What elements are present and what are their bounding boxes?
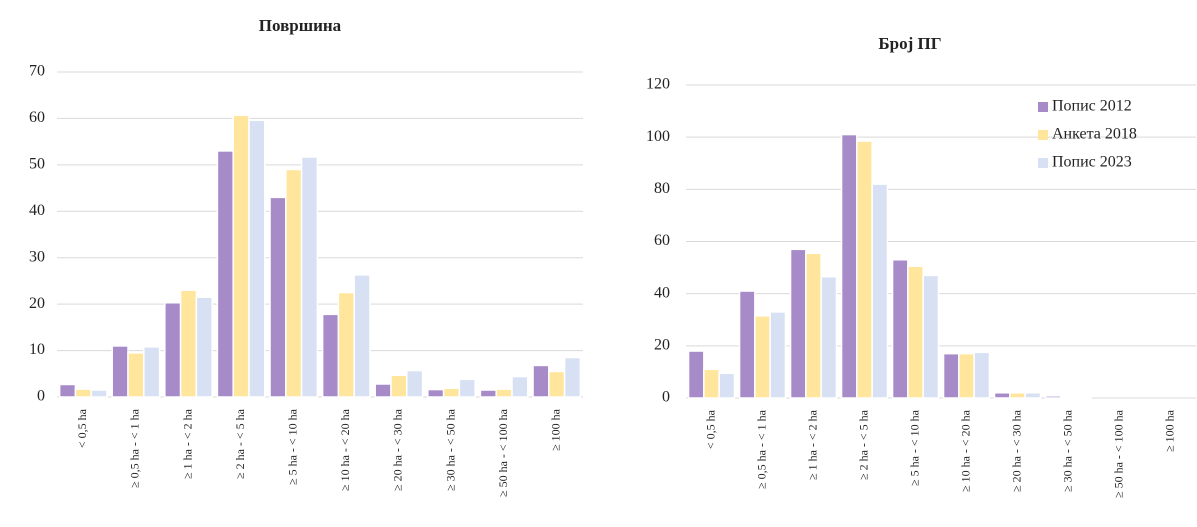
x-tick-label: ≥ 100 ha [548,408,562,451]
bar [442,387,461,398]
x-tick-label: ≥ 1 ha - < 2 ha [805,409,819,480]
y-tick-label: 20 [29,295,45,312]
y-tick-label: 40 [654,284,670,301]
x-tick-label: ≥ 2 ha - < 5 ha [856,409,870,480]
bar [891,259,909,399]
y-tick-label: 60 [654,232,670,249]
chart-title: Површина [259,16,342,35]
bar [90,389,108,398]
bar [479,389,497,398]
bar [958,352,975,399]
x-tick-label: ≥ 30 ha - < 50 ha [1060,409,1074,492]
y-tick-label: 10 [29,341,45,358]
bar [216,150,234,398]
bar [1009,392,1026,399]
bar [1024,392,1042,399]
y-tick-label: 60 [29,109,45,126]
bar [353,274,371,398]
y-tick-label: 80 [654,180,670,197]
x-tick-label: ≥ 50 ha - < 100 ha [1111,409,1125,498]
y-tick-label: 40 [29,202,45,219]
x-tick-label: ≥ 30 ha - < 50 ha [443,408,457,491]
x-tick-label: ≥ 20 ha - < 30 ha [391,408,405,491]
bar [922,274,940,399]
y-tick-label: 100 [646,128,670,145]
bar [907,265,924,399]
bar [179,289,198,398]
bar [754,315,771,399]
y-tick-label: 0 [662,389,670,406]
x-tick-label: ≥ 0,5 ha - < 1 ha [754,409,768,489]
x-tick-label: ≥ 5 ha - < 10 ha [907,409,921,486]
bar [805,252,822,399]
bar [321,313,340,398]
bar [232,114,250,398]
legend-label: Попис 2023 [1052,154,1132,171]
bar [406,369,424,398]
y-tick-label: 50 [29,156,45,173]
y-tick-label: 20 [654,337,670,354]
y-tick-label: 30 [29,248,45,265]
y-tick-label: 120 [646,76,670,93]
legend-swatch [1038,102,1048,112]
bar [1044,395,1062,399]
bar [703,368,720,399]
bar [840,133,858,399]
bar [973,351,991,399]
bar [789,248,807,399]
bar [248,119,266,398]
chart-title: Број ПГ [878,34,941,53]
legend-swatch [1038,158,1048,168]
bar [1075,395,1093,399]
bar [127,352,145,398]
bar [563,356,582,398]
bar [511,375,529,398]
legend-label: Попис 2012 [1052,98,1132,115]
x-tick-label: ≥ 50 ha - < 100 ha [496,408,510,497]
x-tick-label: ≥ 20 ha - < 30 ha [1009,409,1023,492]
x-tick-label: ≥ 0,5 ha - < 1 ha [128,408,142,488]
bar [337,291,355,398]
x-tick-label: ≥ 10 ha - < 20 ha [338,408,352,491]
legend-label: Анкета 2018 [1052,126,1137,143]
bar [856,140,873,399]
bar [164,302,182,398]
bar [532,364,550,398]
bar [300,156,319,398]
bar [1060,395,1077,399]
bar [285,168,303,398]
x-tick-label: ≥ 5 ha - < 10 ha [285,408,299,485]
bar [58,383,77,398]
x-tick-label: < 0,5 ha [75,408,89,448]
bar [143,346,161,398]
x-tick-label: ≥ 2 ha - < 5 ha [233,408,247,479]
bar [769,311,787,399]
x-tick-label: < 0,5 ha [703,409,717,449]
bar [74,388,92,398]
bar [495,388,513,398]
bar [718,372,736,399]
bar [269,196,287,398]
x-tick-label: ≥ 100 ha [1162,409,1176,452]
bar [195,296,213,398]
bar [427,388,445,398]
bar [942,352,960,399]
x-tick-label: ≥ 1 ha - < 2 ha [180,408,194,479]
y-tick-label: 0 [37,388,45,405]
bar [458,378,476,398]
bar [820,275,838,399]
x-tick-label: ≥ 10 ha - < 20 ha [958,409,972,492]
bar [738,290,756,399]
bar [687,350,705,399]
bar [548,370,566,398]
bar [390,374,408,398]
y-tick-label: 70 [29,63,45,80]
bar [871,183,889,399]
bar [374,383,392,398]
bar [993,392,1011,399]
bar [111,345,129,398]
legend-swatch [1038,130,1048,140]
